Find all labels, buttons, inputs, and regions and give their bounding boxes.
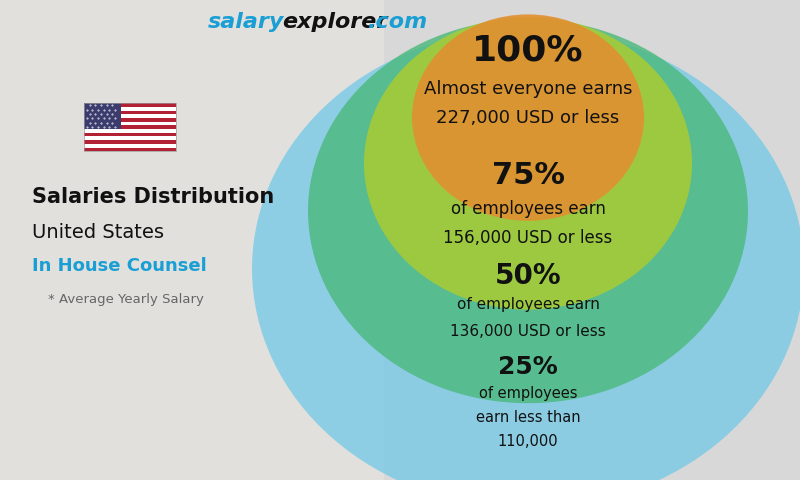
Text: United States: United States xyxy=(32,223,164,242)
Text: 136,000 USD or less: 136,000 USD or less xyxy=(450,324,606,339)
Text: 25%: 25% xyxy=(498,355,558,379)
Text: Salaries Distribution: Salaries Distribution xyxy=(32,187,274,207)
Bar xyxy=(84,125,176,129)
Text: 110,000: 110,000 xyxy=(498,434,558,449)
Ellipse shape xyxy=(252,29,800,480)
Text: .com: .com xyxy=(368,12,428,32)
Ellipse shape xyxy=(412,14,644,221)
Bar xyxy=(84,133,176,136)
Bar xyxy=(84,147,176,151)
Ellipse shape xyxy=(308,19,748,403)
Bar xyxy=(84,103,121,129)
Bar xyxy=(0,0,384,480)
Text: * Average Yearly Salary: * Average Yearly Salary xyxy=(48,293,204,307)
Text: In House Counsel: In House Counsel xyxy=(32,257,206,276)
Text: Almost everyone earns: Almost everyone earns xyxy=(424,80,632,98)
Bar xyxy=(84,118,176,121)
Bar xyxy=(84,103,176,151)
Text: 50%: 50% xyxy=(494,262,562,290)
Text: 227,000 USD or less: 227,000 USD or less xyxy=(436,108,620,127)
Text: of employees earn: of employees earn xyxy=(457,297,599,312)
Text: 75%: 75% xyxy=(491,161,565,190)
Bar xyxy=(84,140,176,144)
Ellipse shape xyxy=(364,17,692,310)
Bar xyxy=(84,110,176,114)
Text: of employees: of employees xyxy=(478,386,578,401)
Bar xyxy=(84,107,176,110)
Bar xyxy=(84,103,176,107)
Text: 156,000 USD or less: 156,000 USD or less xyxy=(443,228,613,247)
Text: explorer: explorer xyxy=(282,12,388,32)
Bar xyxy=(84,129,176,133)
Text: 100%: 100% xyxy=(472,34,584,67)
Text: earn less than: earn less than xyxy=(476,410,580,425)
Bar xyxy=(84,121,176,125)
Bar xyxy=(84,144,176,147)
Bar xyxy=(84,114,176,118)
Bar xyxy=(84,136,176,140)
Text: salary: salary xyxy=(208,12,284,32)
Text: of employees earn: of employees earn xyxy=(450,200,606,218)
